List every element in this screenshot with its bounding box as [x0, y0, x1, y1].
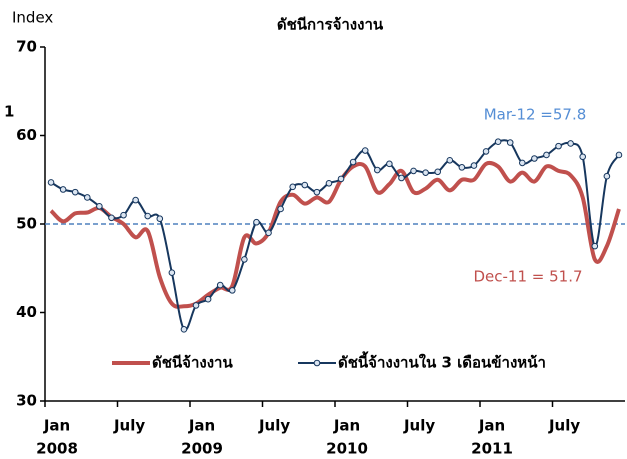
- point: [615, 151, 623, 159]
- x-tick-year: 2009: [181, 440, 223, 458]
- point: [567, 140, 574, 147]
- point: [144, 212, 152, 220]
- point: [83, 194, 91, 201]
- point: [373, 166, 381, 174]
- point: [325, 179, 333, 187]
- point: [313, 188, 321, 196]
- point: [398, 174, 405, 182]
- point: [482, 148, 490, 155]
- point: [47, 179, 55, 186]
- point: [470, 162, 478, 169]
- x-tick-label: Jan: [188, 417, 215, 435]
- point: [156, 215, 164, 222]
- side-text: 1: [4, 103, 14, 121]
- annotation: Mar-12 =57.8: [484, 106, 587, 124]
- point: [253, 218, 260, 226]
- point: [265, 229, 272, 237]
- point: [603, 172, 611, 180]
- x-tick-label: July: [258, 417, 290, 435]
- point: [386, 160, 393, 168]
- point: [555, 142, 562, 150]
- x-tick-label: Jan: [43, 417, 70, 435]
- point: [410, 167, 417, 175]
- point: [458, 164, 466, 171]
- y-axis-label: Index: [12, 9, 53, 27]
- chart-title: ดัชนีการจ้างงาน: [277, 16, 384, 34]
- y-tick-label: 70: [16, 38, 37, 56]
- x-tick-label: Jan: [478, 417, 505, 435]
- point: [132, 196, 139, 204]
- point: [446, 156, 454, 164]
- point: [518, 159, 526, 167]
- point: [204, 295, 212, 303]
- point: [301, 181, 309, 189]
- point: [120, 211, 127, 219]
- x-tick-label: July: [113, 417, 145, 435]
- point: [228, 287, 236, 294]
- point: [543, 151, 550, 159]
- point: [289, 183, 297, 191]
- series-line: [49, 160, 621, 309]
- y-tick-label: 60: [16, 126, 37, 144]
- point: [108, 214, 115, 222]
- legend-label: ดัชนี้จ้างงานใน 3 เดือนข้างหน้า: [338, 351, 546, 372]
- point: [168, 269, 176, 276]
- point: [277, 205, 284, 213]
- x-tick-year: 2011: [471, 440, 513, 458]
- point: [241, 256, 248, 263]
- point: [96, 203, 103, 210]
- annotation: Dec-11 = 51.7: [473, 268, 582, 286]
- point: [591, 242, 599, 250]
- x-tick-label: July: [548, 417, 580, 435]
- series-line: [50, 139, 620, 332]
- point: [434, 168, 442, 176]
- y-tick-label: 40: [16, 303, 37, 321]
- point: [531, 155, 538, 162]
- point: [579, 153, 587, 161]
- legend-label: ดัชนีจ้างงาน: [152, 354, 233, 372]
- point: [361, 147, 369, 154]
- x-tick-year: 2010: [326, 440, 368, 458]
- point: [59, 186, 67, 193]
- legend-marker: [313, 359, 321, 367]
- point: [71, 188, 79, 196]
- point: [422, 169, 429, 176]
- y-tick-label: 50: [16, 215, 37, 233]
- point: [180, 326, 188, 333]
- x-tick-label: July: [403, 417, 435, 435]
- point: [337, 175, 345, 183]
- point: [192, 302, 200, 309]
- point: [494, 138, 502, 145]
- y-tick-label: 30: [16, 392, 37, 410]
- x-tick-label: Jan: [333, 417, 360, 435]
- x-tick-year: 2008: [36, 440, 78, 458]
- point: [216, 281, 224, 289]
- point: [349, 158, 357, 166]
- point: [506, 139, 514, 146]
